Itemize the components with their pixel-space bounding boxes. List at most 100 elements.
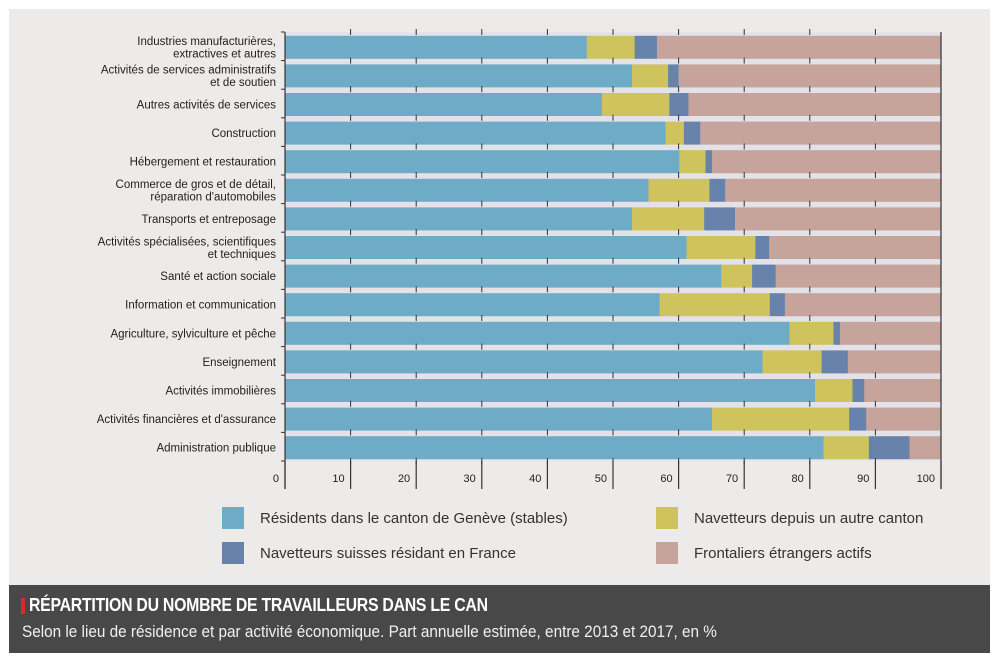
category-label: Agriculture, sylviculture et pêche: [110, 328, 276, 340]
category-label: Autres activités de services: [137, 100, 277, 112]
bar-segment-2: [712, 407, 850, 431]
legend-swatch-navetteurs-canton: [656, 507, 678, 529]
x-tick-label: 0: [273, 473, 279, 485]
bar-segment-3: [705, 150, 713, 174]
legend-item-residents: Résidents dans le canton de Genève (stab…: [222, 507, 568, 529]
bar-segment-2: [632, 207, 705, 231]
category-label: extractives et autres: [173, 49, 276, 61]
bar-segment-2: [789, 321, 834, 345]
category-label: et techniques: [208, 249, 277, 261]
category-label: réparation d'automobiles: [150, 192, 276, 204]
bar-segment-4: [847, 350, 942, 374]
category-label: Industries manufacturières,: [137, 36, 276, 48]
bar-segment-2: [686, 236, 756, 259]
bar-segment-2: [679, 150, 706, 174]
x-tick-label: 40: [529, 473, 541, 485]
bar-segment-4: [864, 379, 942, 402]
x-tick-label: 20: [398, 473, 410, 485]
bar-segment-1: [285, 321, 790, 345]
chart-panel: Industries manufacturières, extractives e…: [9, 9, 990, 585]
bar-segment-1: [285, 407, 713, 431]
bar-segment-1: [285, 150, 680, 174]
stacked-bar-chart: Industries manufacturières,extractives e…: [97, 29, 942, 489]
x-tick-label: 60: [660, 473, 672, 485]
bar-segment-1: [285, 379, 816, 402]
bar-segment-2: [632, 64, 669, 88]
bar-segment-3: [668, 64, 679, 88]
bar-segment-3: [683, 121, 701, 145]
category-label: Activités de services administratifs: [101, 65, 276, 77]
bar-segment-1: [285, 236, 687, 259]
x-tick-label: 10: [332, 473, 344, 485]
bar-segment-4: [909, 436, 942, 460]
category-label: et de soutien: [210, 77, 276, 89]
category-label: Enseignement: [202, 357, 276, 369]
bar-segment-3: [755, 236, 770, 259]
legend-swatch-residents: [222, 507, 244, 529]
category-label: Hébergement et restauration: [130, 157, 276, 169]
chart-title: RÉPARTITION DU NOMBRE DE TRAVAILLEURS DA…: [29, 595, 488, 615]
bar-segment-4: [700, 121, 942, 145]
legend-item-navetteurs-canton: Navetteurs depuis un autre canton: [656, 507, 923, 529]
bar-segment-3: [852, 379, 865, 402]
bar-segment-2: [815, 379, 853, 402]
bar-segment-4: [656, 35, 942, 59]
x-tick-label: 30: [464, 473, 476, 485]
legend: Résidents dans le canton de Genève (stab…: [9, 9, 1000, 564]
bar-segment-1: [285, 264, 722, 288]
bar-segment-3: [709, 178, 726, 202]
x-tick-label: 50: [595, 473, 607, 485]
bar-segment-4: [775, 264, 942, 288]
category-label: Commerce de gros et de détail,: [116, 179, 276, 191]
bar-segment-1: [285, 35, 588, 59]
bar-segment-4: [866, 407, 942, 431]
bar-segment-4: [712, 150, 942, 174]
bar-segment-2: [762, 350, 823, 374]
bar-segment-2: [648, 178, 710, 202]
bar-segment-1: [285, 178, 649, 202]
bar-segment-1: [285, 350, 763, 374]
bar-segment-1: [285, 436, 824, 460]
bar-segment-4: [688, 93, 942, 116]
bar-segment-3: [752, 264, 777, 288]
bar-segment-4: [784, 293, 942, 317]
bar-segment-1: [285, 93, 603, 116]
category-label: Construction: [211, 128, 276, 140]
category-label: Transports et entreposage: [142, 214, 276, 226]
bar-segment-3: [821, 350, 849, 374]
bar-segment-4: [839, 321, 942, 345]
category-label: Activités immobilières: [165, 386, 276, 398]
bar-segment-3: [833, 321, 841, 345]
chart-subtitle: Selon le lieu de résidence et par activi…: [22, 622, 717, 641]
bar-segment-1: [285, 207, 633, 231]
bar-segment-4: [735, 207, 942, 231]
x-tick-label: 100: [917, 473, 935, 485]
category-label: Activités financières et d'assurance: [97, 414, 276, 426]
legend-swatch-navetteurs-suisses-france: [222, 542, 244, 564]
x-tick-label: 70: [726, 473, 738, 485]
bar-segment-3: [634, 35, 658, 59]
category-label: Administration publique: [156, 443, 276, 455]
legend-item-frontaliers: Frontaliers étrangers actifs: [656, 542, 872, 564]
bar-segment-1: [285, 64, 633, 88]
bar-segment-4: [769, 236, 942, 259]
category-label: Santé et action sociale: [160, 271, 276, 283]
x-tick-label: 90: [857, 473, 869, 485]
category-label: Activités spécialisées, scientifiques: [98, 236, 277, 248]
legend-label-residents: Résidents dans le canton de Genève (stab…: [260, 509, 568, 527]
bar-segment-2: [659, 293, 771, 317]
x-tick-label: 80: [792, 473, 804, 485]
legend-label-navetteurs-suisses-france: Navetteurs suisses résidant en France: [260, 544, 516, 562]
bar-segment-3: [769, 293, 786, 317]
legend-label-navetteurs-canton: Navetteurs depuis un autre canton: [694, 509, 924, 527]
bar-segment-2: [721, 264, 753, 288]
bar-segment-3: [868, 436, 910, 460]
legend-item-navetteurs-suisses-france: Navetteurs suisses résidant en France: [222, 542, 516, 564]
bar-segment-2: [665, 121, 685, 145]
bar-segment-1: [285, 293, 660, 317]
bar-segment-1: [285, 121, 666, 145]
bar-segment-3: [849, 407, 867, 431]
bar-segment-2: [823, 436, 870, 460]
title-accent-bar: [21, 598, 25, 614]
title-bar: RÉPARTITION DU NOMBRE DE TRAVAILLEURS DA…: [9, 585, 990, 653]
